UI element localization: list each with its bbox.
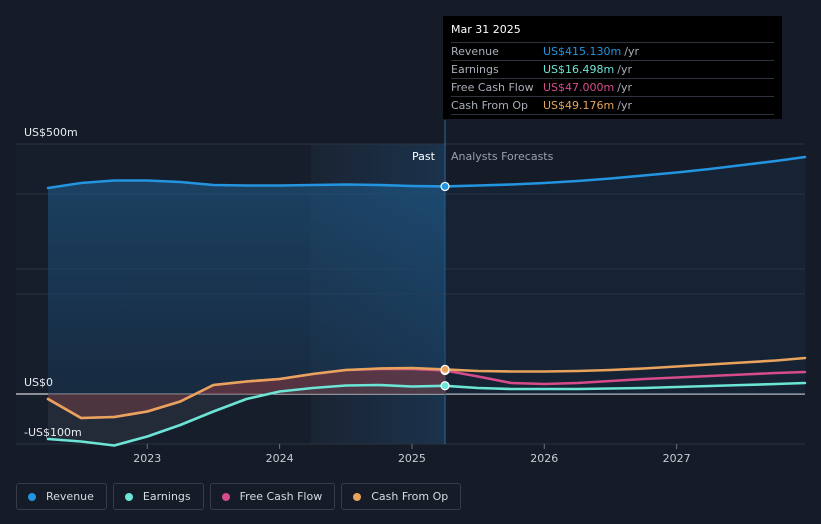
x-tick-label: 2027 (663, 452, 691, 465)
x-tick-label: 2023 (133, 452, 161, 465)
tooltip-value: US$16.498m (543, 63, 615, 76)
tooltip-value: US$415.130m (543, 45, 622, 58)
tooltip-label: Free Cash Flow (451, 81, 534, 94)
tooltip-unit: /yr (617, 99, 632, 112)
tooltip-unit: /yr (617, 63, 632, 76)
legend-item-revenue[interactable]: Revenue (16, 483, 107, 510)
tooltip-label: Revenue (451, 45, 499, 58)
legend: Revenue Earnings Free Cash Flow Cash Fro… (16, 483, 462, 510)
revenue-forecast-area (445, 157, 805, 394)
past-label: Past (412, 150, 435, 163)
tooltip-row-revenue: Revenue US$415.130m /yr (451, 42, 774, 60)
legend-dot-icon (353, 492, 362, 501)
y-axis-label-top: US$500m (24, 126, 78, 139)
cash-from-op-line (46, 356, 807, 420)
legend-label: Earnings (142, 490, 191, 503)
tooltip-row-earnings: Earnings US$16.498m /yr (451, 60, 774, 78)
legend-label: Cash From Op (371, 490, 449, 503)
tooltip-row-free-cash-flow: Free Cash Flow US$47.000m /yr (451, 78, 774, 96)
x-tick-label: 2025 (398, 452, 426, 465)
earnings-area (48, 385, 445, 446)
tooltip-label: Cash From Op (451, 99, 529, 112)
tooltip-row-cash-from-op: Cash From Op US$49.176m /yr (451, 96, 774, 115)
revenue-marker (440, 181, 450, 192)
tooltip-unit: /yr (617, 81, 632, 94)
legend-item-cash-from-op[interactable]: Cash From Op (341, 483, 462, 510)
revenue-area (48, 180, 445, 394)
legend-item-free-cash-flow[interactable]: Free Cash Flow (209, 483, 336, 510)
earnings-marker (440, 381, 450, 391)
y-axis-label-zero: US$0 (24, 376, 54, 389)
revenue-line (46, 155, 807, 190)
tooltip: Mar 31 2025 Revenue US$415.130m /yr Earn… (443, 16, 782, 119)
tooltip-value: US$47.000m (543, 81, 615, 94)
legend-label: Free Cash Flow (239, 490, 323, 503)
legend-label: Revenue (46, 490, 94, 503)
tooltip-value: US$49.176m (543, 99, 615, 112)
tooltip-date: Mar 31 2025 (451, 23, 521, 36)
legend-dot-icon (221, 492, 230, 501)
legend-item-earnings[interactable]: Earnings (112, 483, 204, 510)
forecast-label: Analysts Forecasts (451, 150, 554, 163)
tooltip-label: Earnings (451, 63, 499, 76)
tooltip-unit: /yr (624, 45, 639, 58)
y-axis-label-bottom: -US$100m (24, 426, 82, 439)
earnings-line (46, 381, 807, 447)
legend-dot-icon (28, 492, 36, 501)
legend-dot-icon (124, 492, 133, 501)
x-tick-label: 2026 (530, 452, 558, 465)
x-tick-label: 2024 (266, 452, 294, 465)
cash-from-op-area (48, 368, 445, 418)
cash-from-op-marker (440, 364, 450, 375)
